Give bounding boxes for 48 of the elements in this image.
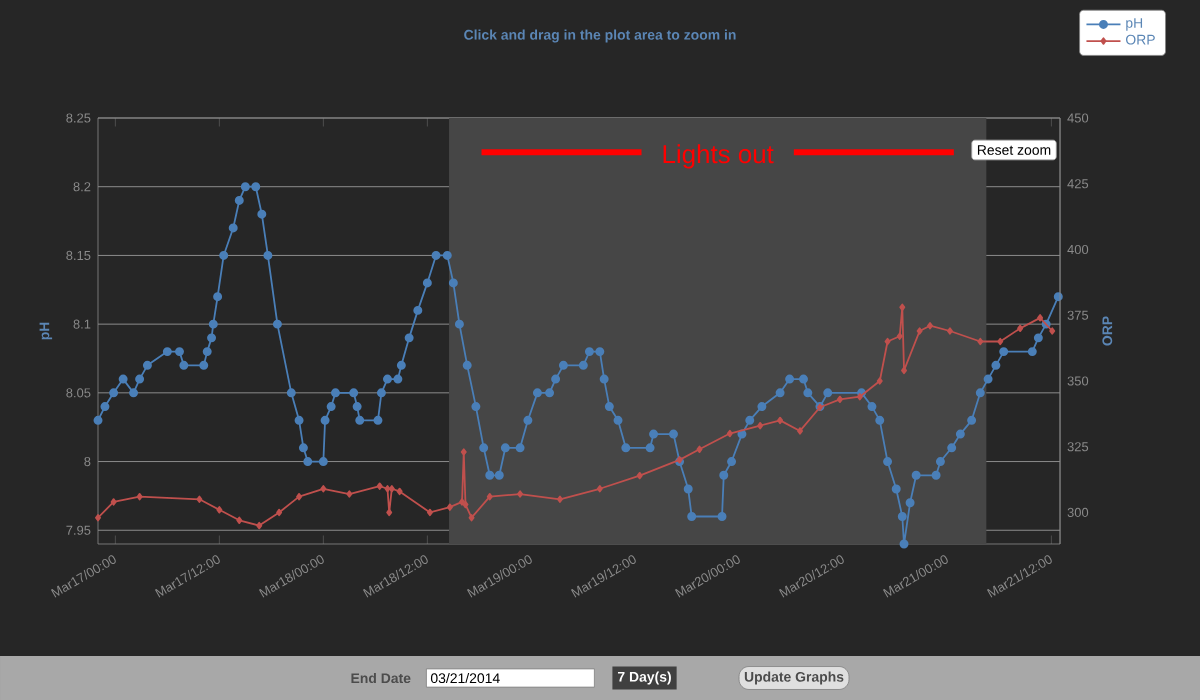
point: [1037, 314, 1044, 322]
point: [320, 485, 327, 493]
point: [946, 327, 953, 335]
point: [916, 327, 923, 335]
point: [1017, 324, 1024, 333]
point: [899, 303, 906, 312]
point: [777, 416, 784, 425]
point: [856, 393, 863, 401]
point: [836, 395, 843, 404]
band-label: Lights out: [663, 144, 774, 169]
point: [462, 500, 469, 509]
point: [556, 495, 563, 503]
point: [459, 498, 466, 506]
point: [376, 482, 383, 490]
point: [1049, 327, 1056, 335]
point: [256, 521, 263, 530]
point: [110, 498, 117, 506]
point: [876, 377, 883, 385]
point: [384, 485, 391, 493]
point: [396, 487, 403, 496]
point: [927, 322, 934, 330]
point: [726, 429, 733, 438]
point: [884, 337, 891, 346]
point: [446, 503, 453, 511]
point: [977, 337, 984, 346]
point: [276, 508, 283, 517]
point: [517, 490, 524, 498]
point: [388, 485, 395, 493]
point: [296, 492, 303, 501]
point: [896, 332, 903, 340]
point: [757, 421, 764, 430]
point: [346, 490, 353, 498]
point: [696, 445, 703, 454]
point: [136, 492, 143, 501]
point: [596, 485, 603, 493]
point: [216, 506, 223, 514]
point: [901, 366, 908, 375]
point: [196, 495, 203, 503]
point: [468, 514, 475, 522]
point: [486, 492, 493, 501]
point: [797, 427, 804, 435]
point: [636, 471, 643, 480]
point: [95, 514, 101, 522]
point: [386, 508, 393, 517]
point: [426, 508, 433, 517]
point: [997, 337, 1004, 346]
point: [460, 448, 467, 456]
point: [236, 516, 243, 525]
